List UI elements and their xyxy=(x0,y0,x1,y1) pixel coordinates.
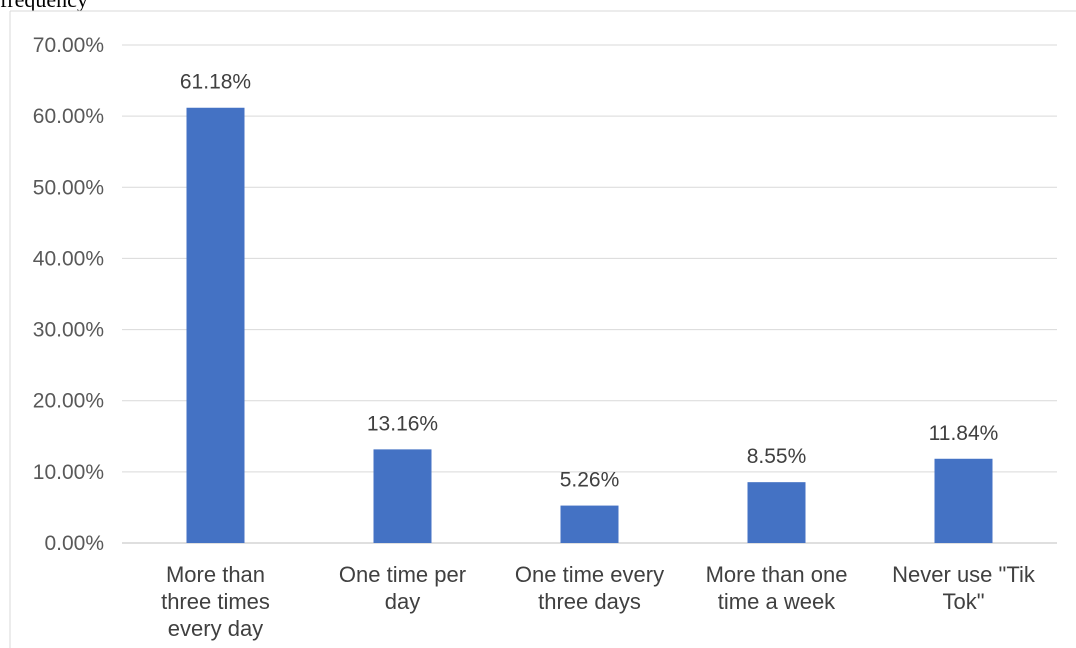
caption-fragment: frequency xyxy=(0,0,200,12)
category-label-line: More than xyxy=(166,562,265,587)
bar xyxy=(560,505,619,543)
category-label-line: Never use "Tik xyxy=(892,562,1036,587)
bar xyxy=(747,482,806,543)
bar xyxy=(186,107,245,544)
category-label-line: Tok" xyxy=(942,589,984,614)
data-label: 8.55% xyxy=(747,445,807,468)
category-label-line: One time per xyxy=(339,562,466,587)
gridlines xyxy=(122,44,1057,544)
category-label-line: One time every xyxy=(515,562,664,587)
y-tick-label: 20.00% xyxy=(33,390,104,413)
data-label: 61.18% xyxy=(180,71,251,94)
category-label-line: three days xyxy=(538,589,641,614)
y-axis-tick-labels: 0.00% 10.00% 20.00% 30.00% 40.00% 50.00% 60.00… xyxy=(33,34,104,555)
y-tick-label: 40.00% xyxy=(33,247,104,270)
y-tick-label: 60.00% xyxy=(33,105,104,128)
category-label-line: More than one xyxy=(706,562,848,587)
y-tick-label: 0.00% xyxy=(44,532,104,555)
bar xyxy=(373,449,432,543)
data-label: 11.84% xyxy=(929,422,999,445)
category-label-line: time a week xyxy=(718,589,836,614)
category-label-line: three times xyxy=(161,589,270,614)
data-label: 5.26% xyxy=(560,469,620,492)
bars xyxy=(186,107,993,544)
y-tick-label: 50.00% xyxy=(33,176,104,199)
y-tick-label: 10.00% xyxy=(33,461,104,484)
data-label: 13.16% xyxy=(367,412,438,435)
y-tick-label: 30.00% xyxy=(33,319,104,342)
category-label-line: day xyxy=(385,589,420,614)
category-label-line: every day xyxy=(168,616,263,641)
bar xyxy=(934,458,993,543)
data-labels: 61.18% 13.16% 5.26% 8.55% 11.84% xyxy=(180,71,998,492)
y-tick-label: 70.00% xyxy=(33,34,104,57)
